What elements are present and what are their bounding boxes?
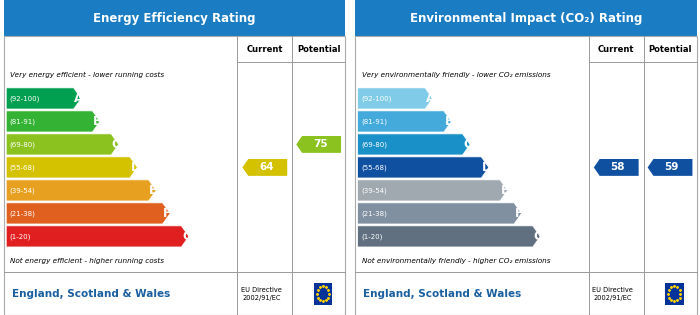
- Text: D: D: [130, 161, 140, 174]
- Text: Not energy efficient - higher running costs: Not energy efficient - higher running co…: [10, 258, 164, 264]
- Text: England, Scotland & Wales: England, Scotland & Wales: [363, 289, 522, 299]
- Text: (81-91): (81-91): [361, 118, 387, 125]
- Text: EU Directive
2002/91/EC: EU Directive 2002/91/EC: [592, 287, 634, 301]
- Text: (55-68): (55-68): [10, 164, 36, 171]
- Text: Energy Efficiency Rating: Energy Efficiency Rating: [93, 12, 256, 25]
- Text: (92-100): (92-100): [361, 95, 391, 102]
- Polygon shape: [6, 111, 100, 132]
- Polygon shape: [358, 134, 470, 155]
- Text: Not environmentally friendly - higher CO₂ emissions: Not environmentally friendly - higher CO…: [362, 258, 550, 264]
- Text: Current: Current: [246, 45, 283, 54]
- Bar: [355, 36, 696, 315]
- Text: G: G: [182, 230, 192, 243]
- Polygon shape: [594, 159, 638, 176]
- Text: Potential: Potential: [297, 45, 340, 54]
- Text: A: A: [426, 92, 435, 105]
- Polygon shape: [358, 203, 522, 224]
- Text: F: F: [163, 207, 172, 220]
- Bar: [4, 36, 345, 315]
- Text: (21-38): (21-38): [10, 210, 36, 217]
- Bar: [314, 283, 332, 305]
- Text: 59: 59: [664, 163, 679, 172]
- Text: F: F: [514, 207, 523, 220]
- Text: C: C: [112, 138, 120, 151]
- Text: D: D: [482, 161, 491, 174]
- Text: (39-54): (39-54): [10, 187, 36, 194]
- Text: E: E: [500, 184, 509, 197]
- Text: (81-91): (81-91): [10, 118, 36, 125]
- Text: 75: 75: [313, 140, 328, 149]
- Polygon shape: [242, 159, 287, 176]
- Text: B: B: [444, 115, 454, 128]
- Bar: [4, 0, 345, 36]
- Polygon shape: [6, 203, 170, 224]
- Text: 58: 58: [610, 163, 625, 172]
- Text: (55-68): (55-68): [361, 164, 387, 171]
- Polygon shape: [6, 88, 81, 109]
- Text: E: E: [149, 184, 158, 197]
- Polygon shape: [358, 88, 433, 109]
- Bar: [665, 283, 684, 305]
- Text: (1-20): (1-20): [10, 233, 31, 240]
- Polygon shape: [358, 180, 508, 201]
- Text: (69-80): (69-80): [10, 141, 36, 148]
- Polygon shape: [296, 136, 341, 153]
- Text: Current: Current: [598, 45, 634, 54]
- Polygon shape: [6, 134, 119, 155]
- Polygon shape: [6, 180, 156, 201]
- Polygon shape: [6, 226, 189, 247]
- Polygon shape: [648, 159, 692, 176]
- Text: B: B: [93, 115, 102, 128]
- Bar: [355, 0, 696, 36]
- Text: (69-80): (69-80): [361, 141, 387, 148]
- Polygon shape: [358, 111, 452, 132]
- Text: Environmental Impact (CO₂) Rating: Environmental Impact (CO₂) Rating: [410, 12, 642, 25]
- Text: A: A: [74, 92, 83, 105]
- Polygon shape: [358, 157, 489, 178]
- Text: (21-38): (21-38): [361, 210, 387, 217]
- Polygon shape: [358, 226, 540, 247]
- Text: (1-20): (1-20): [361, 233, 382, 240]
- Text: G: G: [533, 230, 543, 243]
- Text: Potential: Potential: [648, 45, 692, 54]
- Text: Very energy efficient - lower running costs: Very energy efficient - lower running co…: [10, 72, 164, 78]
- Text: (92-100): (92-100): [10, 95, 40, 102]
- Text: Very environmentally friendly - lower CO₂ emissions: Very environmentally friendly - lower CO…: [362, 72, 550, 78]
- Text: (39-54): (39-54): [361, 187, 387, 194]
- Text: 64: 64: [259, 163, 274, 172]
- Text: C: C: [463, 138, 472, 151]
- Text: EU Directive
2002/91/EC: EU Directive 2002/91/EC: [241, 287, 282, 301]
- Polygon shape: [6, 157, 137, 178]
- Text: England, Scotland & Wales: England, Scotland & Wales: [12, 289, 170, 299]
